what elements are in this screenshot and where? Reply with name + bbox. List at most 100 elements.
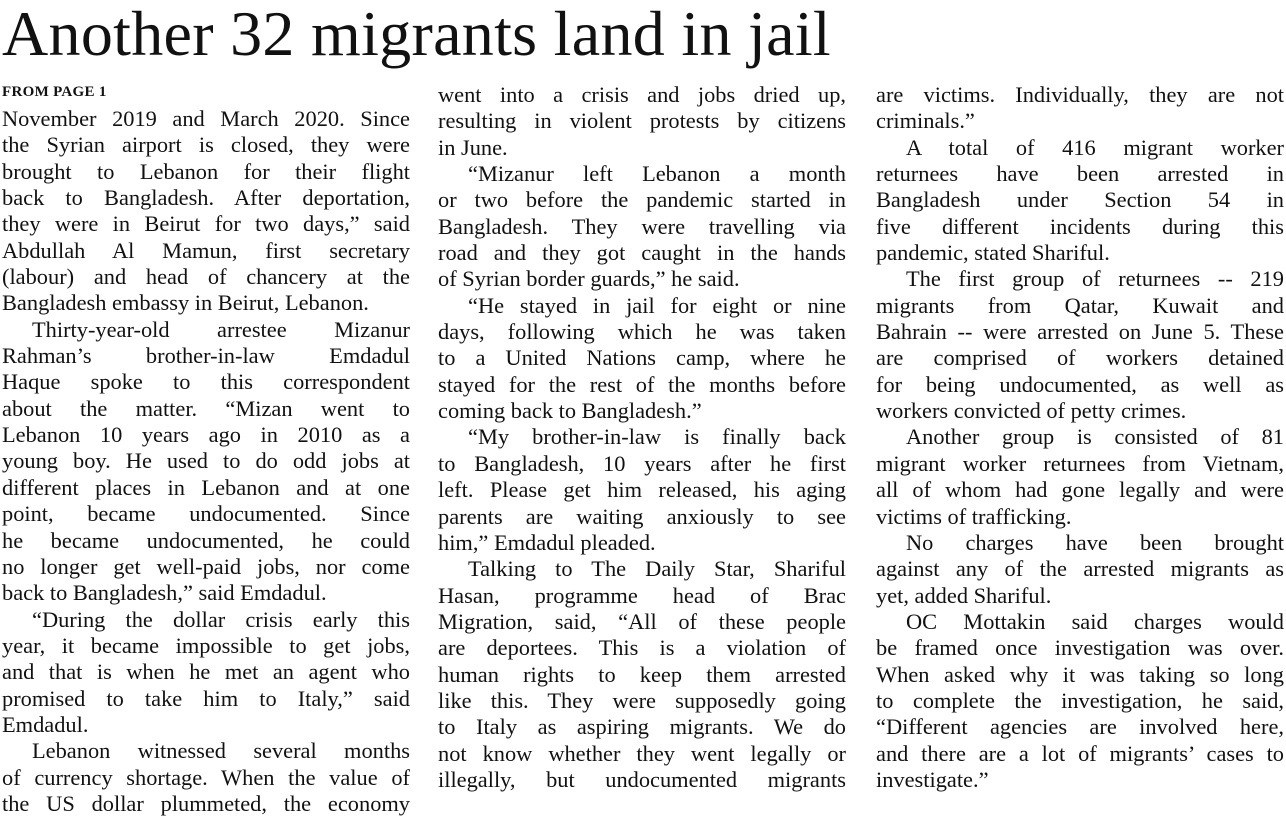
text-line: back to Bangladesh. After deportation,	[2, 185, 410, 211]
paragraph: “My brother-in-law is finally back to Ban…	[438, 424, 846, 556]
text-line: went into a crisis and jobs dried up,	[438, 82, 846, 107]
text-line: “During the dollar crisis early this	[32, 606, 410, 632]
text-line: and there are a lot of migrants’ cases t…	[876, 740, 1284, 766]
text-line: yet, added Shariful.	[876, 582, 1052, 608]
headline: Another 32 migrants land in jail	[2, 0, 832, 69]
text-line: be framed once investigation was over.	[876, 635, 1284, 661]
paragraph: “Mizanur left Lebanon a month or two befo…	[438, 161, 846, 293]
text-line: migrant worker returnees from Vietnam,	[876, 450, 1284, 476]
text-line: left. Please get him released, his aging	[438, 477, 846, 503]
paragraph: Thirty-year-old arrestee Mizanur Rahman’s…	[2, 317, 410, 607]
text-line: days, following which he was taken	[438, 319, 846, 345]
text-line: investigate.”	[876, 766, 989, 792]
text-line: for being undocumented, as well as	[876, 371, 1284, 397]
text-line: the Syrian airport is closed, they were	[2, 132, 410, 158]
paragraph: November 2019 and March 2020. Since the S…	[2, 106, 410, 317]
article-column-3: are victims. Individually, they are not c…	[876, 82, 1284, 793]
text-line: (labour) and head of chancery at the	[2, 264, 410, 290]
text-line: are victims. Individually, they are not	[876, 82, 1284, 107]
paragraph: Another group is consisted of 81 migrant …	[876, 424, 1284, 529]
text-line: resulting in violent protests by citizen…	[438, 108, 846, 134]
text-line: they were in Beirut for two days,” said	[2, 211, 410, 237]
text-line: of currency shortage. When the value of	[2, 764, 410, 790]
text-line: him,” Emdadul pleaded.	[438, 529, 656, 555]
text-line: No charges have been brought	[906, 529, 1284, 555]
paragraph: The first group of returnees -- 219 migra…	[876, 266, 1284, 424]
text-line: stayed for the rest of the months before	[438, 371, 846, 397]
paragraph: Talking to The Daily Star, Shariful Hasan…	[438, 556, 846, 793]
text-line: different places in Lebanon and at one	[2, 474, 410, 500]
paragraph: OC Mottakin said charges would be framed …	[876, 609, 1284, 793]
text-line: Hasan, programme head of Brac	[438, 582, 846, 608]
text-line: “Mizanur left Lebanon a month	[468, 161, 846, 187]
text-line: of Syrian border guards,” he said.	[438, 266, 740, 292]
text-line: criminals.”	[876, 108, 975, 134]
text-line: “He stayed in jail for eight or nine	[468, 292, 846, 318]
text-line: When asked why it was taking so long	[876, 661, 1284, 687]
paragraph: went into a crisis and jobs dried up, res…	[438, 82, 846, 161]
text-line: road and they got caught in the hands	[438, 240, 846, 266]
text-line: Thirty-year-old arrestee Mizanur	[32, 316, 410, 342]
text-line: in June.	[438, 134, 508, 160]
text-line: not know whether they went legally or	[438, 740, 846, 766]
text-line: promised to take him to Italy,” said	[2, 685, 410, 711]
text-line: illegally, but undocumented migrants	[438, 766, 846, 792]
text-line: to Italy as aspiring migrants. We do	[438, 714, 846, 740]
text-line: Emdadul.	[2, 711, 89, 737]
text-line: young boy. He used to do odd jobs at	[2, 448, 410, 474]
text-line: he became undocumented, he could	[2, 527, 410, 553]
text-line: year, it became impossible to get jobs,	[2, 632, 410, 658]
text-line: are deportees. This is a violation of	[438, 635, 846, 661]
text-line: Bangladesh under Section 54 in	[876, 187, 1284, 213]
text-line: A total of 416 migrant worker	[906, 134, 1284, 160]
text-line: Rahman’s brother-in-law Emdadul	[2, 343, 410, 369]
text-line: pandemic, stated Shariful.	[876, 240, 1110, 266]
text-line: The first group of returnees -- 219	[906, 266, 1284, 292]
text-line: Haque spoke to this correspondent	[2, 369, 410, 395]
text-line: Lebanon witnessed several months	[32, 738, 410, 764]
text-line: Lebanon 10 years ago in 2010 as a	[2, 422, 410, 448]
text-line: five different incidents during this	[876, 213, 1284, 239]
text-line: workers convicted of petty crimes.	[876, 398, 1187, 424]
article-column-2: went into a crisis and jobs dried up, res…	[438, 82, 846, 793]
paragraph: are victims. Individually, they are not c…	[876, 82, 1284, 135]
text-line: human rights to keep them arrested	[438, 661, 846, 687]
text-line: victims of trafficking.	[876, 503, 1072, 529]
text-line: Bangladesh. They were travelling via	[438, 213, 846, 239]
paragraph: “He stayed in jail for eight or nine days…	[438, 293, 846, 425]
text-line: Bahrain -- were arrested on June 5. Thes…	[876, 319, 1284, 345]
text-line: like this. They were supposedly going	[438, 687, 846, 713]
text-line: point, became undocumented. Since	[2, 501, 410, 527]
text-line: no longer get well-paid jobs, nor come	[2, 553, 410, 579]
text-line: to complete the investigation, he said,	[876, 687, 1284, 713]
text-line: back to Bangladesh,” said Emdadul.	[2, 580, 327, 606]
text-line: or two before the pandemic started in	[438, 187, 846, 213]
text-line: to a United Nations camp, where he	[438, 345, 846, 371]
continuation-kicker: FROM PAGE 1	[2, 84, 107, 100]
text-line: November 2019 and March 2020. Since	[2, 106, 410, 131]
text-line: brought to Lebanon for their flight	[2, 158, 410, 184]
text-line: Talking to The Daily Star, Shariful	[468, 556, 846, 582]
text-line: the US dollar plummeted, the economy	[2, 790, 410, 816]
text-line: OC Mottakin said charges would	[906, 608, 1284, 634]
paragraph: No charges have been brought against any …	[876, 530, 1284, 609]
text-line: coming back to Bangladesh.”	[438, 398, 702, 424]
text-line: Another group is consisted of 81	[906, 424, 1284, 450]
text-line: returnees have been arrested in	[876, 161, 1284, 187]
text-line: to Bangladesh, 10 years after he first	[438, 450, 846, 476]
text-line: and that is when he met an agent who	[2, 659, 410, 685]
paragraph: Lebanon witnessed several months of curre…	[2, 738, 410, 817]
text-line: about the matter. “Mizan went to	[2, 395, 410, 421]
text-line: migrants from Qatar, Kuwait and	[876, 292, 1284, 318]
text-line: Abdullah Al Mamun, first secretary	[2, 237, 410, 263]
text-line: “My brother-in-law is finally back	[468, 424, 846, 450]
text-line: all of whom had gone legally and were	[876, 477, 1284, 503]
text-line: “Different agencies are involved here,	[876, 714, 1284, 740]
text-line: parents are waiting anxiously to see	[438, 503, 846, 529]
text-line: are comprised of workers detained	[876, 345, 1284, 371]
text-line: Bangladesh embassy in Beirut, Lebanon.	[2, 290, 369, 316]
text-line: Migration, said, “All of these people	[438, 608, 846, 634]
paragraph: “During the dollar crisis early this year…	[2, 607, 410, 739]
text-line: against any of the arrested migrants as	[876, 556, 1284, 582]
paragraph: A total of 416 migrant worker returnees h…	[876, 135, 1284, 267]
